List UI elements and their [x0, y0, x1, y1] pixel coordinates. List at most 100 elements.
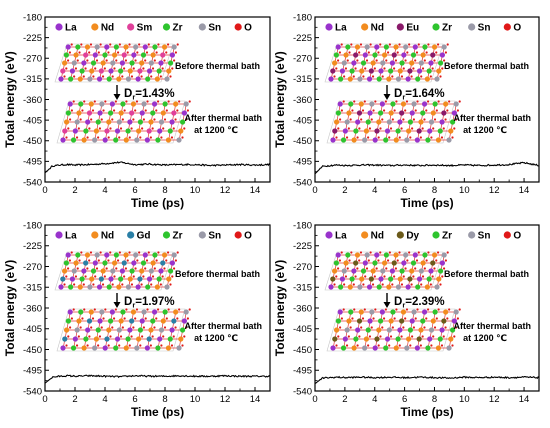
- oxygen-atom: [153, 326, 156, 329]
- y-axis-label: Total energy (eV): [3, 260, 17, 356]
- oxygen-atom: [144, 317, 147, 320]
- atom: [364, 44, 370, 50]
- y-tick-label: -180: [23, 220, 42, 231]
- oxygen-atom: [90, 326, 93, 329]
- atom: [439, 119, 445, 125]
- oxygen-atom: [165, 317, 168, 320]
- atom: [134, 345, 140, 351]
- atom: [65, 318, 71, 324]
- atom: [386, 327, 392, 333]
- legend-marker-zr: [162, 23, 171, 31]
- atom: [165, 137, 172, 143]
- oxygen-atom: [157, 43, 160, 46]
- atom: [83, 260, 89, 266]
- oxygen-atom: [409, 344, 412, 347]
- oxygen-atom: [171, 275, 174, 278]
- atom: [72, 128, 78, 134]
- atom: [68, 284, 74, 290]
- oxygen-atom: [356, 267, 359, 270]
- atom: [338, 76, 344, 82]
- oxygen-atom: [432, 335, 435, 338]
- y-tick-label: -315: [293, 74, 312, 85]
- oxygen-atom: [348, 51, 351, 54]
- atom: [416, 128, 422, 134]
- x-tick-label: 6: [132, 185, 137, 196]
- atom: [161, 44, 168, 50]
- oxygen-atom: [340, 43, 343, 46]
- oxygen-atom: [124, 267, 128, 270]
- oxygen-atom: [172, 335, 175, 338]
- y-tick-label: -270: [23, 54, 42, 65]
- oxygen-atom: [121, 118, 124, 121]
- oxygen-atom: [134, 267, 137, 270]
- oxygen-atom: [402, 67, 405, 70]
- oxygen-atom: [410, 75, 413, 78]
- atom: [434, 284, 440, 290]
- x-axis-label: Time (ps): [131, 196, 184, 210]
- atom: [341, 268, 347, 274]
- atom: [71, 60, 77, 66]
- oxygen-atom: [135, 308, 139, 311]
- oxygen-atom: [414, 267, 417, 270]
- atom: [100, 268, 106, 274]
- atom: [359, 68, 365, 74]
- atom: [337, 101, 343, 107]
- x-tick-label: 10: [190, 185, 201, 196]
- atom: [341, 60, 347, 66]
- oxygen-atom: [166, 43, 170, 46]
- oxygen-atom: [81, 317, 84, 320]
- legend-label-zr: Zr: [442, 23, 452, 34]
- energy-trace-line: [44, 374, 271, 384]
- legend-label-nd: Nd: [371, 23, 384, 34]
- oxygen-atom: [420, 283, 423, 286]
- atom: [114, 128, 121, 134]
- oxygen-atom: [174, 118, 177, 121]
- oxygen-atom: [370, 326, 373, 329]
- oxygen-atom: [113, 275, 116, 278]
- atom: [384, 336, 391, 342]
- oxygen-atom: [123, 109, 126, 112]
- oxygen-atom: [406, 259, 409, 262]
- oxygen-atom: [136, 51, 139, 54]
- atom: [154, 76, 160, 82]
- oxygen-atom: [369, 251, 372, 254]
- atom: [448, 336, 454, 342]
- oxygen-atom: [353, 100, 356, 103]
- oxygen-atom: [405, 308, 409, 311]
- oxygen-atom: [388, 136, 391, 139]
- oxygen-atom: [393, 275, 396, 278]
- oxygen-atom: [444, 51, 447, 54]
- y-tick-label: -540: [23, 177, 42, 188]
- atom: [386, 76, 392, 82]
- oxygen-atom: [140, 283, 143, 286]
- x-tick-label: 8: [432, 185, 437, 196]
- atom: [92, 260, 98, 266]
- atom: [446, 345, 452, 351]
- y-tick-label: -450: [23, 345, 42, 356]
- oxygen-atom: [155, 259, 158, 262]
- oxygen-atom: [111, 118, 114, 121]
- oxygen-atom: [132, 118, 135, 121]
- legend-marker-la: [55, 231, 63, 239]
- atom: [372, 345, 378, 351]
- atom: [441, 252, 447, 258]
- atom: [367, 110, 373, 116]
- oxygen-atom: [123, 67, 126, 70]
- atom: [113, 252, 119, 258]
- atom: [430, 52, 436, 58]
- atom: [168, 268, 174, 274]
- atom: [127, 276, 133, 282]
- atom: [75, 252, 81, 258]
- oxygen-atom: [409, 136, 412, 139]
- atom: [81, 345, 87, 351]
- atom: [370, 60, 376, 66]
- crystal-cell-outline: [324, 43, 444, 83]
- oxygen-atom: [86, 136, 89, 139]
- atom: [111, 260, 118, 266]
- atom: [102, 52, 108, 58]
- atom: [397, 276, 403, 282]
- atom: [88, 101, 94, 107]
- atom: [399, 268, 405, 274]
- oxygen-atom: [73, 283, 76, 286]
